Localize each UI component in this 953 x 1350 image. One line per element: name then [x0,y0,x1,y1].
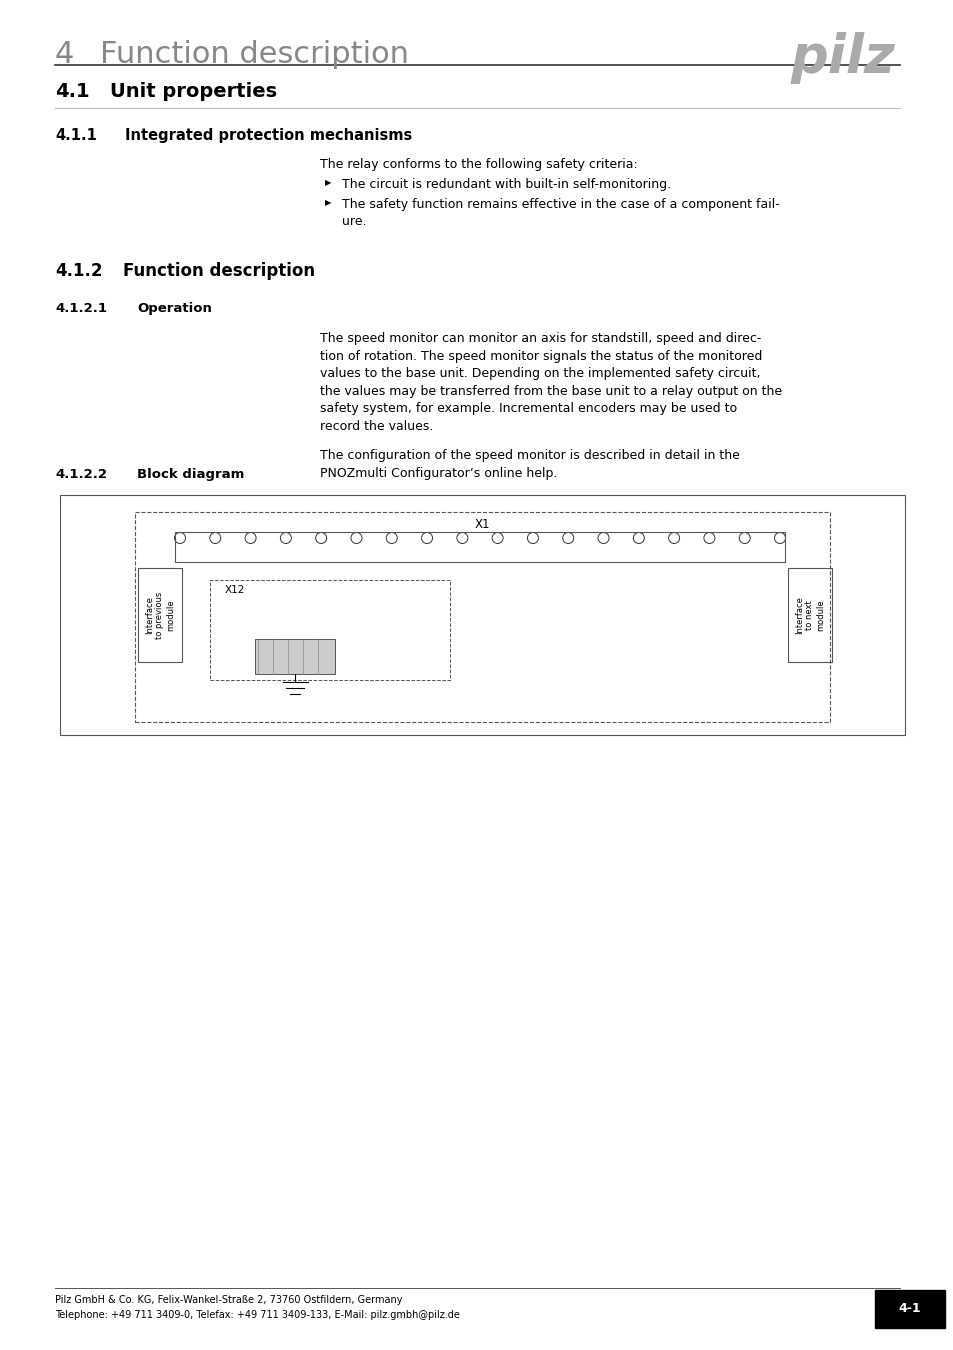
Text: ▶: ▶ [325,198,331,207]
Text: record the values.: record the values. [319,420,433,432]
Text: safety system, for example. Incremental encoders may be used to: safety system, for example. Incremental … [319,402,737,414]
Text: tion of rotation. The speed monitor signals the status of the monitored: tion of rotation. The speed monitor sign… [319,350,761,363]
Text: Block diagram: Block diagram [137,468,244,481]
Text: 4-1: 4-1 [898,1303,921,1315]
FancyBboxPatch shape [874,1291,944,1328]
Text: Integrated protection mechanisms: Integrated protection mechanisms [125,128,412,143]
Text: 4.1.2.1: 4.1.2.1 [55,302,107,315]
Text: the values may be transferred from the base unit to a relay output on the: the values may be transferred from the b… [319,385,781,397]
Text: ▶: ▶ [325,178,331,188]
Text: 4.1: 4.1 [55,82,90,101]
Text: X12: X12 [225,585,245,595]
Text: ure.: ure. [341,215,366,228]
Text: Interface
to previous
module: Interface to previous module [145,591,174,639]
Text: Telephone: +49 711 3409-0, Telefax: +49 711 3409-133, E-Mail: pilz.gmbh@pilz.de: Telephone: +49 711 3409-0, Telefax: +49 … [55,1310,459,1320]
Text: Function description: Function description [100,40,409,69]
Text: values to the base unit. Depending on the implemented safety circuit,: values to the base unit. Depending on th… [319,367,760,379]
Text: 4: 4 [55,40,74,69]
Text: The speed monitor can monitor an axis for standstill, speed and direc-: The speed monitor can monitor an axis fo… [319,332,760,346]
Text: X1: X1 [475,518,490,531]
Text: PNOZmulti Configurator’s online help.: PNOZmulti Configurator’s online help. [319,467,557,479]
Text: Pilz GmbH & Co. KG, Felix-Wankel-Straße 2, 73760 Ostfildern, Germany: Pilz GmbH & Co. KG, Felix-Wankel-Straße … [55,1295,402,1305]
Text: pilz: pilz [789,32,894,84]
Text: The circuit is redundant with built-in self-monitoring.: The circuit is redundant with built-in s… [341,178,670,190]
Text: Function description: Function description [123,262,314,279]
Text: The configuration of the speed monitor is described in detail in the: The configuration of the speed monitor i… [319,450,740,462]
FancyBboxPatch shape [254,639,335,674]
Text: The safety function remains effective in the case of a component fail-: The safety function remains effective in… [341,198,779,211]
Text: Operation: Operation [137,302,212,315]
Text: Unit properties: Unit properties [110,82,276,101]
Text: Interface
to next
module: Interface to next module [794,597,824,634]
Text: The relay conforms to the following safety criteria:: The relay conforms to the following safe… [319,158,638,171]
Text: 4.1.2: 4.1.2 [55,262,102,279]
Text: 4.1.2.2: 4.1.2.2 [55,468,107,481]
Text: 4.1.1: 4.1.1 [55,128,97,143]
